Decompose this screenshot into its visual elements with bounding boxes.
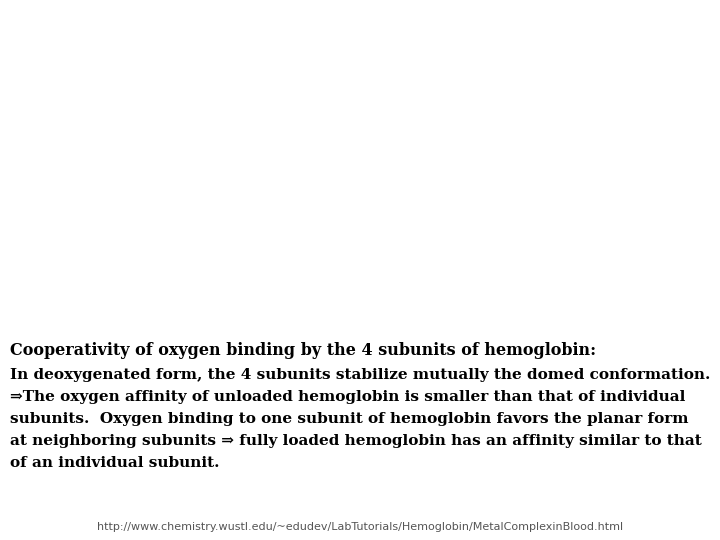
Text: ⇒The oxygen affinity of unloaded hemoglobin is smaller than that of individual: ⇒The oxygen affinity of unloaded hemoglo…	[10, 390, 685, 404]
Text: at neighboring subunits ⇒ fully loaded hemoglobin has an affinity similar to tha: at neighboring subunits ⇒ fully loaded h…	[10, 434, 702, 448]
Text: Cooperativity of oxygen binding by the 4 subunits of hemoglobin:: Cooperativity of oxygen binding by the 4…	[10, 342, 596, 359]
Text: In deoxygenated form, the 4 subunits stabilize mutually the domed conformation.: In deoxygenated form, the 4 subunits sta…	[10, 368, 711, 382]
Text: subunits.  Oxygen binding to one subunit of hemoglobin favors the planar form: subunits. Oxygen binding to one subunit …	[10, 412, 688, 426]
Text: of an individual subunit.: of an individual subunit.	[10, 456, 220, 470]
Text: http://www.chemistry.wustl.edu/~edudev/LabTutorials/Hemoglobin/MetalComplexinBlo: http://www.chemistry.wustl.edu/~edudev/L…	[97, 522, 623, 532]
